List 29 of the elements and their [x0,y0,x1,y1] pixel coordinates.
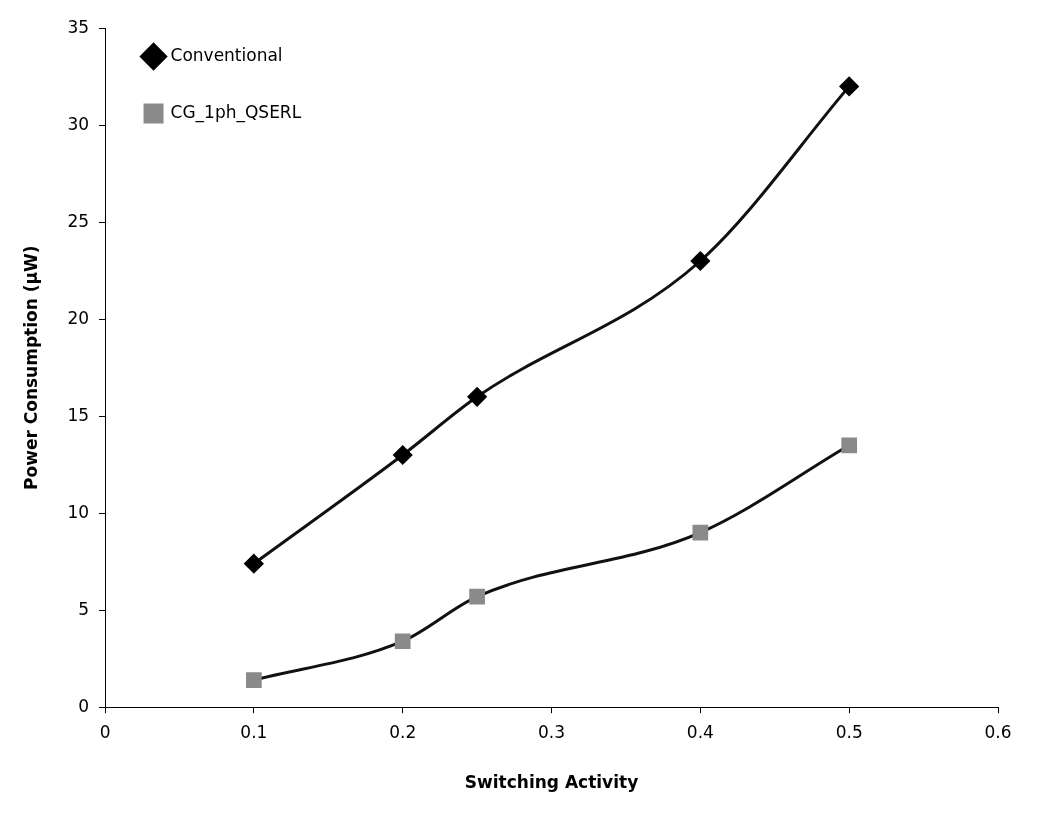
point [841,437,858,454]
point [394,633,411,650]
point [690,251,710,271]
legend-label: CG_1ph_QSERL [170,101,302,123]
point [246,672,262,688]
x-tick-label: 0.5 [835,721,863,742]
point [469,588,485,605]
x-axis-title: Switching Activity [464,772,639,793]
y-tick-label: 20 [67,307,90,328]
point [244,554,264,574]
y-tick-label: 30 [67,113,90,134]
point [839,76,859,96]
x-tick-label: 0.3 [537,721,566,742]
point [467,387,487,407]
x-tick-label: 0.4 [686,721,714,742]
y-tick-label: 0 [78,695,90,716]
y-tick-label: 5 [78,598,90,619]
y-tick-label: 25 [67,210,90,231]
x-tick-label: 0.6 [984,721,1012,742]
x-tick-label: 0 [99,721,111,742]
y-tick-label: 35 [67,16,90,37]
y-tick-label: 15 [67,404,90,425]
x-tick-label: 0.1 [240,721,268,742]
legend-label: Conventional [170,44,283,65]
point [692,524,709,541]
x-tick-label: 0.2 [389,721,417,742]
y-axis-title: Power Consumption (µW) [20,245,41,490]
y-tick-label: 10 [67,501,90,522]
point [393,445,413,465]
